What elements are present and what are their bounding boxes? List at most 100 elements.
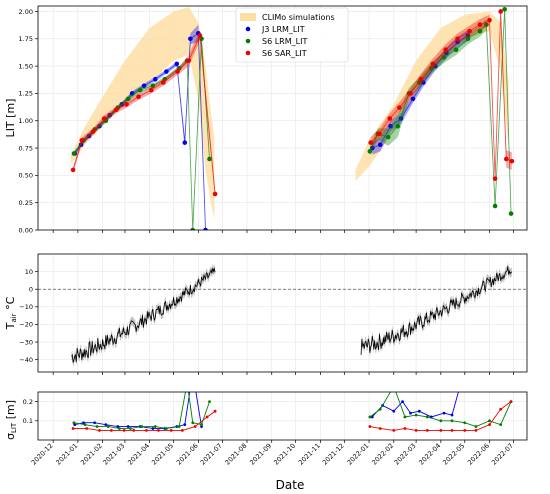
sigma-point xyxy=(145,429,148,432)
y-tick-label: 1.00 xyxy=(19,117,33,125)
x-tick-label: 2021-07 xyxy=(199,442,224,467)
sigma-point xyxy=(442,411,446,415)
data-point xyxy=(420,80,426,85)
data-point xyxy=(465,36,471,42)
x-tick-label: 2021-03 xyxy=(101,442,126,467)
data-point xyxy=(477,22,483,27)
sigma-point xyxy=(122,429,126,432)
y-tick-label: −40 xyxy=(19,356,33,364)
sigma-point xyxy=(104,423,108,427)
data-point xyxy=(487,17,492,23)
y-tick-label: 0.25 xyxy=(19,199,33,207)
data-point xyxy=(203,227,208,230)
x-tick-label: 2022-07 xyxy=(490,442,515,467)
sigma-point xyxy=(378,407,382,411)
data-point xyxy=(455,36,460,42)
legend-box xyxy=(235,7,349,63)
y-tick-label: 0.2 xyxy=(23,398,33,406)
x-tick-label: 2020-12 xyxy=(30,442,55,467)
sigma-point xyxy=(488,423,491,427)
data-point xyxy=(90,129,96,134)
sigma-point xyxy=(82,421,85,425)
data-point xyxy=(502,6,507,12)
legend-swatch xyxy=(240,13,256,21)
sigma-point xyxy=(450,413,454,417)
x-tick-label: 2021-01 xyxy=(54,442,79,467)
sigma-point xyxy=(474,429,478,432)
data-point xyxy=(150,83,156,89)
data-point xyxy=(186,58,192,63)
data-point xyxy=(86,133,92,139)
sigma-point xyxy=(126,425,130,428)
y-tick-label: 2.00 xyxy=(19,8,33,16)
sigma-point xyxy=(392,429,396,432)
data-point xyxy=(367,149,373,154)
sigma-point xyxy=(180,429,184,432)
sigma-point xyxy=(414,429,418,432)
sigma-point xyxy=(499,423,503,427)
sigma-point xyxy=(392,409,396,413)
lit-panel: 0.00 0.25 0.50 0.75 1.00 1.25 1.50 1.75 2.00 LIT … xyxy=(4,5,528,234)
legend-label: S6 LRM_LIT xyxy=(262,37,307,46)
legend-marker xyxy=(245,26,251,32)
data-point xyxy=(141,83,147,89)
data-point xyxy=(492,203,498,209)
tair-panel: 10 0 −10 −20 −30 −40 Tair °C xyxy=(4,253,528,375)
data-point xyxy=(465,33,471,38)
sigma-point xyxy=(200,425,203,428)
sigma-point xyxy=(205,415,209,419)
sigma-point xyxy=(72,421,76,425)
sigma-point xyxy=(151,427,155,430)
data-point xyxy=(101,116,107,121)
x-tick-label: 2021-11 xyxy=(297,442,322,467)
sigma-point xyxy=(488,419,491,423)
sigma-point xyxy=(499,407,503,411)
x-tick-label: 2021-08 xyxy=(224,442,249,467)
data-point xyxy=(410,96,416,102)
x-tick-label: 2022-01 xyxy=(346,442,371,467)
sigma-point xyxy=(106,425,110,428)
data-point xyxy=(503,156,509,162)
data-point xyxy=(467,28,472,34)
sigma-point xyxy=(83,423,87,427)
data-point xyxy=(377,131,382,137)
sigma-panel: 0.2 0.1 σLIT [m] xyxy=(4,381,528,443)
legend-marker xyxy=(245,38,251,44)
sigma-point xyxy=(463,429,467,432)
data-point xyxy=(197,33,203,38)
y-tick-label: −30 xyxy=(19,338,33,346)
y-tick-label: 0 xyxy=(29,286,33,294)
x-tick-label: 2021-09 xyxy=(248,442,273,467)
data-point xyxy=(368,140,373,145)
data-point xyxy=(212,191,218,197)
data-point xyxy=(387,116,393,121)
sigma-point xyxy=(193,425,197,428)
y-tick-label: 0.00 xyxy=(19,226,33,234)
sigma-point xyxy=(439,419,443,423)
lit-content xyxy=(70,6,515,230)
x-tick-label: 2021-05 xyxy=(150,442,175,467)
x-axis-label: Date xyxy=(276,478,305,492)
data-point xyxy=(71,151,77,156)
uncertainty-band xyxy=(372,30,468,155)
sigma-point xyxy=(509,400,513,403)
sigma-point xyxy=(200,423,203,427)
climo-band xyxy=(355,11,509,181)
data-point xyxy=(182,140,188,145)
plot-border xyxy=(37,253,528,373)
sigma-content xyxy=(71,381,513,432)
legend-label: S6 SAR_LIT xyxy=(262,49,307,58)
y-tick-label: 0.50 xyxy=(19,172,33,180)
sigma-point xyxy=(186,381,189,384)
legend-label: J3 LRM_LIT xyxy=(261,25,305,34)
data-point xyxy=(385,134,391,140)
sigma-point xyxy=(98,429,101,432)
data-point xyxy=(160,80,166,85)
data-point xyxy=(477,28,483,34)
sigma-point xyxy=(183,423,187,427)
sigma-point xyxy=(140,425,144,428)
sigma-point xyxy=(425,429,429,432)
y-tick-label: 10 xyxy=(25,268,33,276)
sigma-point xyxy=(450,429,454,432)
